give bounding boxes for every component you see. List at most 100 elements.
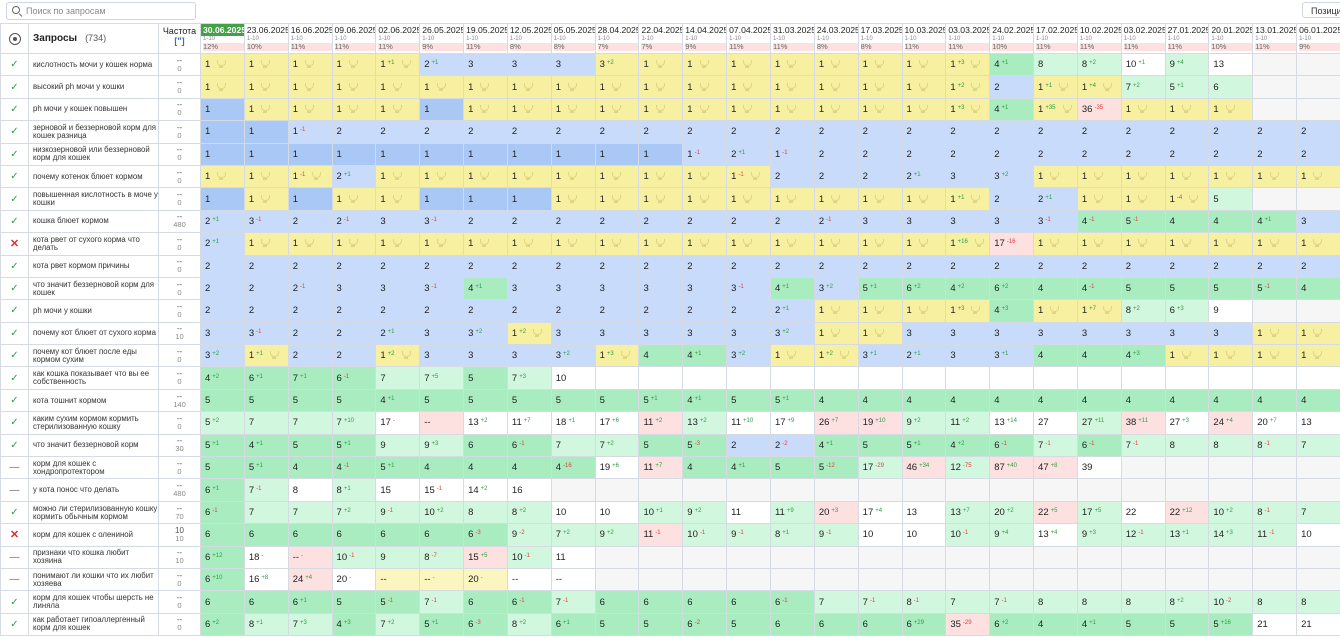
position-cell[interactable] <box>638 478 684 502</box>
position-cell[interactable]: 1 <box>901 187 947 211</box>
position-cell[interactable]: 4 +2 <box>945 276 991 301</box>
position-cell[interactable]: 6 <box>769 612 815 637</box>
position-cell[interactable]: 3 <box>901 209 947 234</box>
check-icon[interactable]: ✓ <box>10 350 19 362</box>
dash-icon[interactable]: — <box>9 574 20 586</box>
position-cell[interactable]: 2 <box>901 120 947 144</box>
position-cell[interactable]: 4 <box>1033 388 1078 413</box>
position-cell[interactable]: 3 <box>726 321 771 346</box>
position-cell[interactable]: -- - <box>287 545 333 569</box>
check-icon[interactable]: ✓ <box>10 372 19 384</box>
position-cell[interactable]: 2 +1 <box>726 142 771 166</box>
position-cell[interactable]: 3 +2 <box>200 344 245 368</box>
position-cell[interactable] <box>1252 299 1298 323</box>
position-cell[interactable]: 1 <box>200 52 245 77</box>
date-header[interactable]: 23.06.2025 1-10 10% <box>243 23 289 54</box>
position-cell[interactable]: 2 <box>857 164 903 189</box>
position-cell[interactable]: 4 +1 <box>726 456 771 480</box>
position-cell[interactable]: 7 +2 <box>1120 75 1166 99</box>
position-cell[interactable] <box>1076 478 1122 502</box>
position-cell[interactable]: 6 -1 <box>200 500 245 525</box>
query-text[interactable]: корм для кошек с олениной <box>28 523 159 547</box>
position-cell[interactable]: 6 +10 <box>200 567 245 592</box>
queries-header[interactable]: Запросы (734) <box>28 23 159 54</box>
position-cell[interactable]: 7 -1 <box>989 590 1035 614</box>
position-cell[interactable]: 1 +2 <box>375 344 421 368</box>
date-header[interactable]: 22.04.2025 1-10 7% <box>638 23 684 54</box>
position-cell[interactable] <box>594 478 640 502</box>
position-cell[interactable]: 8 <box>1120 590 1166 614</box>
position-cell[interactable]: 2 <box>726 120 771 144</box>
position-cell[interactable]: 5 -3 <box>682 433 728 458</box>
position-cell[interactable] <box>769 478 815 502</box>
position-cell[interactable] <box>1120 545 1166 569</box>
query-text[interactable]: кота рвет кормом причины <box>28 254 159 278</box>
position-cell[interactable]: 2 +1 <box>769 299 815 323</box>
position-cell[interactable]: 1 +2 <box>813 344 859 368</box>
position-cell[interactable]: 1 <box>375 164 421 189</box>
position-cell[interactable]: 2 <box>200 299 245 323</box>
position-cell[interactable]: 1 <box>726 52 771 77</box>
position-cell[interactable]: 26 +7 <box>813 411 859 435</box>
position-cell[interactable]: 5 +1 <box>331 433 377 458</box>
position-cell[interactable]: 1 <box>550 232 596 256</box>
position-cell[interactable]: 3 +1 <box>989 344 1035 368</box>
position-cell[interactable]: 5 <box>638 612 684 637</box>
position-cell[interactable]: 3 <box>331 276 377 301</box>
position-cell[interactable]: 5 <box>331 388 377 413</box>
position-cell[interactable]: 1 <box>1208 164 1254 189</box>
position-cell[interactable]: 5 <box>506 388 552 413</box>
position-cell[interactable]: 27 +11 <box>1076 411 1122 435</box>
position-cell[interactable]: 2 <box>989 75 1035 99</box>
position-cell[interactable]: 15 -1 <box>419 478 465 502</box>
position-cell[interactable]: 3 -1 <box>243 209 289 234</box>
position-cell[interactable]: 7 <box>1296 433 1340 458</box>
position-cell[interactable]: 22 +12 <box>1164 500 1210 525</box>
position-cell[interactable]: 6 <box>331 523 377 547</box>
position-cell[interactable]: 1 <box>813 299 859 323</box>
position-cell[interactable]: 2 <box>813 164 859 189</box>
position-cell[interactable]: 2 +1 <box>419 52 465 77</box>
position-cell[interactable]: 1 <box>1252 321 1298 346</box>
position-cell[interactable]: 13 <box>1296 411 1340 435</box>
position-cell[interactable] <box>989 567 1035 592</box>
date-header[interactable]: 07.04.2025 1-10 11% <box>726 23 771 54</box>
position-cell[interactable]: 6 <box>1208 75 1254 99</box>
position-cell[interactable]: 1 <box>375 187 421 211</box>
position-cell[interactable]: 8 +1 <box>331 478 377 502</box>
position-cell[interactable]: 3 +2 <box>463 321 508 346</box>
position-cell[interactable]: 20 +2 <box>989 500 1035 525</box>
position-cell[interactable]: 6 -1 <box>989 433 1035 458</box>
position-cell[interactable]: 2 <box>901 142 947 166</box>
position-cell[interactable]: 2 <box>1076 254 1122 278</box>
position-cell[interactable]: 8 <box>1076 590 1122 614</box>
position-cell[interactable]: 6 <box>463 590 508 614</box>
position-cell[interactable]: 4 <box>901 388 947 413</box>
position-cell[interactable]: 1 <box>813 321 859 346</box>
position-cell[interactable]: 4 <box>1208 209 1254 234</box>
position-cell[interactable] <box>1296 456 1340 480</box>
position-cell[interactable] <box>945 366 991 390</box>
position-cell[interactable]: 6 -1 <box>769 590 815 614</box>
position-cell[interactable]: -- <box>550 567 596 592</box>
position-cell[interactable]: 7 <box>1296 500 1340 525</box>
position-cell[interactable]: 4 -1 <box>1076 276 1122 301</box>
position-cell[interactable]: 2 <box>506 299 552 323</box>
check-icon[interactable]: ✓ <box>10 596 19 608</box>
position-cell[interactable] <box>1296 478 1340 502</box>
position-cell[interactable]: 5 +1 <box>200 433 245 458</box>
position-cell[interactable]: 1 <box>726 187 771 211</box>
position-cell[interactable]: 7 -1 <box>857 590 903 614</box>
position-cell[interactable] <box>1164 567 1210 592</box>
position-cell[interactable]: 3 <box>638 276 684 301</box>
query-text[interactable]: низкозерновой или беззерновой корм для к… <box>28 142 159 166</box>
position-cell[interactable]: 6 <box>200 590 245 614</box>
frequency-header[interactable]: Частота ["] <box>158 23 201 54</box>
date-header[interactable]: 02.06.2025 1-10 11% <box>375 23 421 54</box>
position-cell[interactable]: 1 <box>1296 232 1340 256</box>
position-cell[interactable]: 9 <box>375 433 421 458</box>
position-cell[interactable]: 3 <box>550 321 596 346</box>
position-cell[interactable]: 7 +2 <box>550 523 596 547</box>
positions-button[interactable]: Позиции <box>1302 2 1340 18</box>
position-cell[interactable]: 6 +2 <box>989 612 1035 637</box>
